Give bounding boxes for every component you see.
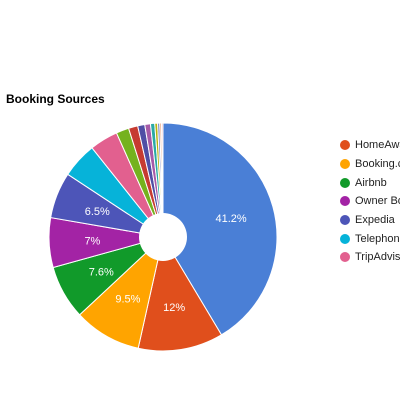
slice-label: 6.5% — [85, 206, 110, 218]
legend-item[interactable]: TripAdvisor — [340, 248, 400, 267]
slice-label: 9.5% — [115, 293, 140, 305]
pie-slice — [137, 235, 223, 352]
slice-label: 12% — [163, 302, 185, 314]
legend-item[interactable]: Airbnb — [340, 173, 400, 192]
legend-swatch — [340, 233, 350, 244]
legend-item[interactable]: Owner Booking — [340, 192, 400, 211]
legend-label: Telephone — [355, 232, 400, 245]
slice-label: 41.2% — [215, 213, 246, 225]
legend-swatch — [340, 196, 350, 207]
chart-title: Booking Sources — [6, 92, 105, 106]
legend-swatch — [340, 159, 350, 170]
legend-label: Booking.com — [355, 158, 400, 171]
legend: HomeAway Booking.com Airbnb Owner Booking Ex… — [340, 136, 400, 267]
legend-item[interactable]: HomeAway — [340, 136, 400, 155]
legend-swatch — [340, 140, 350, 151]
legend-label: Owner Booking — [355, 195, 400, 208]
pie-slice — [161, 122, 164, 238]
legend-item[interactable]: Expedia — [340, 211, 400, 230]
slice-label: 7% — [84, 236, 100, 248]
slice-label: 7.6% — [89, 267, 114, 279]
legend-label: TripAdvisor — [355, 251, 400, 264]
legend-swatch — [340, 177, 350, 188]
legend-label: Expedia — [355, 214, 395, 227]
pie-slice — [162, 122, 278, 336]
legend-item[interactable]: Booking.com — [340, 155, 400, 174]
donut-hole — [139, 213, 187, 261]
legend-label: Airbnb — [355, 176, 387, 189]
legend-label: HomeAway — [355, 139, 400, 152]
legend-swatch — [340, 215, 350, 226]
legend-item[interactable]: Telephone — [340, 229, 400, 248]
legend-swatch — [340, 252, 350, 263]
